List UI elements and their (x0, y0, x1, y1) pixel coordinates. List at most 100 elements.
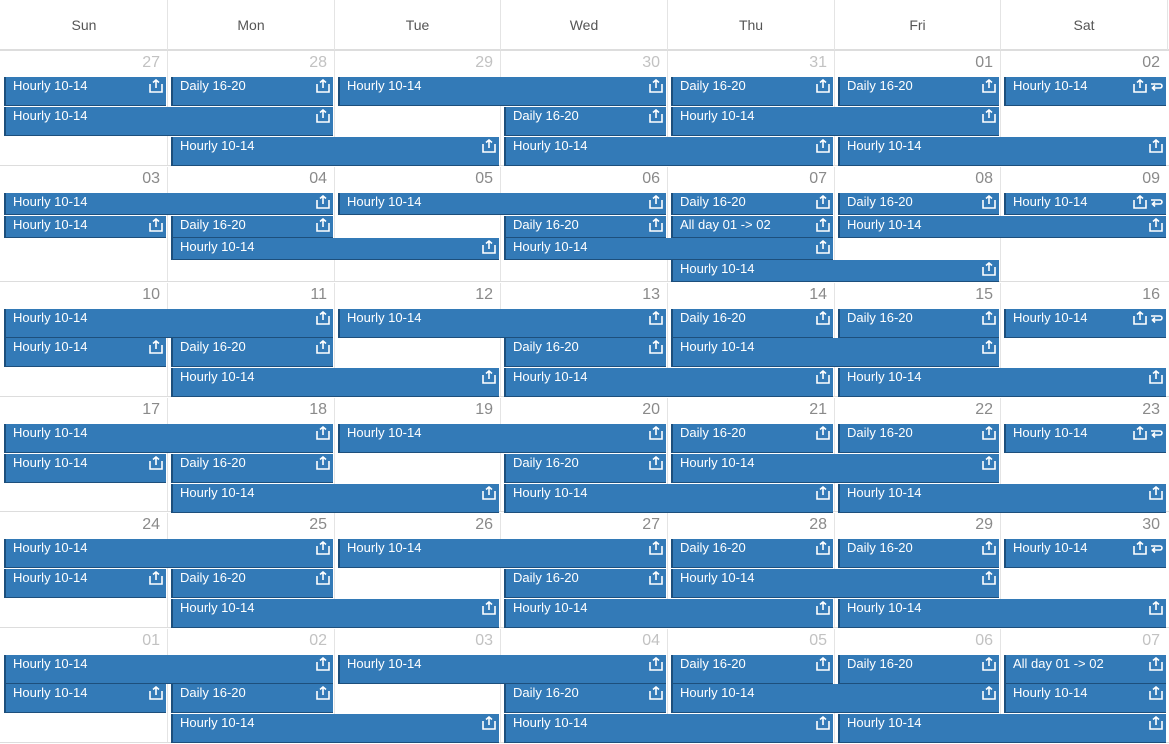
export-icon[interactable] (649, 571, 663, 586)
export-icon[interactable] (1149, 486, 1163, 501)
day-number[interactable]: 22 (975, 401, 993, 418)
day-number[interactable]: 30 (642, 54, 660, 71)
calendar-event[interactable]: Daily 16-20 (504, 684, 666, 713)
export-icon[interactable] (816, 486, 830, 501)
export-icon[interactable] (649, 657, 663, 672)
export-icon[interactable] (1133, 426, 1147, 441)
export-icon[interactable] (649, 541, 663, 556)
calendar-event[interactable]: Hourly 10-14 (338, 655, 666, 684)
calendar-event[interactable]: Hourly 10-14 (338, 77, 666, 106)
calendar-event[interactable]: Hourly 10-14 (504, 368, 833, 397)
export-icon[interactable] (1149, 716, 1163, 731)
calendar-event[interactable]: Hourly 10-14 (171, 714, 499, 743)
calendar-event[interactable]: Hourly 10-14 (1004, 684, 1166, 713)
export-icon[interactable] (982, 311, 996, 326)
export-icon[interactable] (982, 262, 996, 277)
day-number[interactable]: 27 (642, 516, 660, 533)
calendar-event[interactable]: Hourly 10-14 (4, 309, 333, 338)
export-icon[interactable] (816, 716, 830, 731)
calendar-event[interactable]: Hourly 10-14 (1004, 539, 1166, 568)
day-number[interactable]: 31 (809, 54, 827, 71)
export-icon[interactable] (649, 311, 663, 326)
export-icon[interactable] (149, 456, 163, 471)
export-icon[interactable] (982, 195, 996, 210)
repeat-icon[interactable] (1149, 195, 1163, 210)
calendar-event[interactable]: Daily 16-20 (671, 193, 833, 215)
export-icon[interactable] (316, 541, 330, 556)
export-icon[interactable] (816, 426, 830, 441)
calendar-event[interactable]: Daily 16-20 (671, 655, 833, 684)
export-icon[interactable] (149, 218, 163, 233)
calendar-event[interactable]: Daily 16-20 (171, 216, 333, 238)
calendar-event[interactable]: Daily 16-20 (671, 539, 833, 568)
export-icon[interactable] (982, 456, 996, 471)
export-icon[interactable] (816, 139, 830, 154)
calendar-event[interactable]: Daily 16-20 (838, 424, 999, 453)
export-icon[interactable] (316, 571, 330, 586)
export-icon[interactable] (649, 426, 663, 441)
calendar-event[interactable]: Hourly 10-14 (4, 193, 333, 215)
calendar-event[interactable]: Daily 16-20 (671, 424, 833, 453)
calendar-event[interactable]: Hourly 10-14 (4, 684, 166, 713)
day-number[interactable]: 20 (642, 401, 660, 418)
calendar-event[interactable]: Hourly 10-14 (338, 424, 666, 453)
repeat-icon[interactable] (1149, 426, 1163, 441)
export-icon[interactable] (149, 686, 163, 701)
export-icon[interactable] (649, 340, 663, 355)
day-number[interactable]: 01 (142, 632, 160, 649)
export-icon[interactable] (816, 240, 830, 255)
calendar-event[interactable]: Hourly 10-14 (504, 238, 833, 260)
calendar-event[interactable]: Hourly 10-14 (4, 539, 333, 568)
calendar-event[interactable]: All day 01 -> 02 (671, 216, 833, 238)
calendar-event[interactable]: Hourly 10-14 (838, 599, 1166, 628)
calendar-event[interactable]: Daily 16-20 (671, 309, 833, 338)
day-number[interactable]: 05 (809, 632, 827, 649)
calendar-event[interactable]: Hourly 10-14 (1004, 193, 1166, 215)
export-icon[interactable] (1149, 657, 1163, 672)
calendar-event[interactable]: Daily 16-20 (504, 569, 666, 598)
calendar-event[interactable]: Hourly 10-14 (4, 454, 166, 483)
calendar-event[interactable]: Hourly 10-14 (671, 338, 999, 367)
day-number[interactable]: 01 (975, 54, 993, 71)
export-icon[interactable] (1133, 79, 1147, 94)
calendar-event[interactable]: Daily 16-20 (838, 309, 999, 338)
day-number[interactable]: 08 (975, 170, 993, 187)
export-icon[interactable] (316, 79, 330, 94)
calendar-event[interactable]: All day 01 -> 02 (1004, 655, 1166, 684)
day-number[interactable]: 04 (642, 632, 660, 649)
export-icon[interactable] (982, 657, 996, 672)
export-icon[interactable] (816, 218, 830, 233)
calendar-event[interactable]: Hourly 10-14 (671, 454, 999, 483)
day-number[interactable]: 24 (142, 516, 160, 533)
export-icon[interactable] (316, 340, 330, 355)
day-number[interactable]: 25 (309, 516, 327, 533)
export-icon[interactable] (1133, 311, 1147, 326)
day-number[interactable]: 07 (1142, 632, 1160, 649)
day-number[interactable]: 26 (475, 516, 493, 533)
day-number[interactable]: 05 (475, 170, 493, 187)
export-icon[interactable] (649, 686, 663, 701)
export-icon[interactable] (482, 240, 496, 255)
day-number[interactable]: 28 (809, 516, 827, 533)
day-number[interactable]: 30 (1142, 516, 1160, 533)
calendar-event[interactable]: Daily 16-20 (838, 655, 999, 684)
day-number[interactable]: 19 (475, 401, 493, 418)
day-number[interactable]: 07 (809, 170, 827, 187)
calendar-event[interactable]: Hourly 10-14 (4, 77, 166, 106)
day-number[interactable]: 03 (475, 632, 493, 649)
day-number[interactable]: 16 (1142, 286, 1160, 303)
export-icon[interactable] (149, 571, 163, 586)
export-icon[interactable] (316, 456, 330, 471)
day-number[interactable]: 28 (309, 54, 327, 71)
export-icon[interactable] (1149, 601, 1163, 616)
export-icon[interactable] (482, 139, 496, 154)
repeat-icon[interactable] (1149, 79, 1163, 94)
export-icon[interactable] (816, 195, 830, 210)
calendar-event[interactable]: Hourly 10-14 (171, 238, 499, 260)
calendar-event[interactable]: Hourly 10-14 (504, 484, 833, 513)
day-number[interactable]: 06 (642, 170, 660, 187)
day-number[interactable]: 10 (142, 286, 160, 303)
export-icon[interactable] (316, 311, 330, 326)
calendar-event[interactable]: Hourly 10-14 (338, 539, 666, 568)
calendar-event[interactable]: Daily 16-20 (171, 454, 333, 483)
